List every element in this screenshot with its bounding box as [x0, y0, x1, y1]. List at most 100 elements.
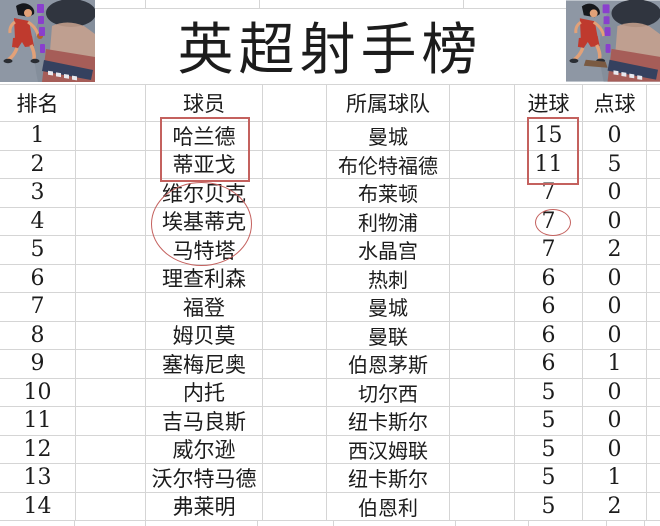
header-penalties[interactable]: 点球 [583, 85, 647, 121]
cell-player[interactable]: 马特塔 [146, 236, 263, 264]
header-rank[interactable]: 排名 [0, 85, 76, 121]
cell-player[interactable]: 内托 [146, 378, 263, 406]
header-team[interactable]: 所属球队 [327, 85, 450, 121]
edge-cell [647, 85, 660, 121]
cell-team[interactable]: 纽卡斯尔 [327, 407, 450, 435]
cell-goals[interactable]: 7 [515, 179, 583, 207]
basketball-player-art-icon [0, 0, 95, 82]
cell-team[interactable]: 布莱顿 [327, 179, 450, 207]
edge-cell [647, 293, 660, 321]
cell-player[interactable]: 姆贝莫 [146, 321, 263, 349]
cell-player[interactable]: 埃基蒂克 [146, 207, 263, 235]
spacer-cell [450, 435, 515, 463]
cell-penalties[interactable]: 0 [583, 378, 647, 406]
cell-rank[interactable]: 8 [0, 321, 76, 349]
cell-rank[interactable]: 10 [0, 378, 76, 406]
cell-player[interactable]: 吉马良斯 [146, 407, 263, 435]
cell-rank[interactable]: 7 [0, 293, 76, 321]
cell-goals[interactable]: 7 [515, 207, 583, 235]
cell-penalties[interactable]: 1 [583, 350, 647, 378]
spacer-cell [263, 407, 327, 435]
header-goals[interactable]: 进球 [515, 85, 583, 121]
cell-goals[interactable]: 7 [515, 236, 583, 264]
cell-player[interactable]: 福登 [146, 293, 263, 321]
cell-team[interactable]: 曼城 [327, 293, 450, 321]
cell-rank[interactable]: 4 [0, 207, 76, 235]
gridline-tick [145, 521, 146, 526]
spacer-cell [76, 150, 146, 178]
cell-penalties[interactable]: 2 [583, 492, 647, 520]
cell-penalties[interactable]: 0 [583, 179, 647, 207]
spacer-cell [263, 350, 327, 378]
cell-goals[interactable]: 5 [515, 407, 583, 435]
cell-goals[interactable]: 5 [515, 378, 583, 406]
spacer-cell [450, 321, 515, 349]
cell-team[interactable]: 切尔西 [327, 378, 450, 406]
cell-goals[interactable]: 6 [515, 350, 583, 378]
cell-player[interactable]: 威尔逊 [146, 435, 263, 463]
edge-cell [647, 464, 660, 492]
cell-player[interactable]: 弗莱明 [146, 492, 263, 520]
cell-penalties[interactable]: 5 [583, 150, 647, 178]
cell-rank[interactable]: 1 [0, 122, 76, 150]
cell-team[interactable]: 水晶宫 [327, 236, 450, 264]
table-row: 6 理查利森 热刺 6 0 [0, 264, 660, 293]
cell-team[interactable]: 布伦特福德 [327, 150, 450, 178]
cell-rank[interactable]: 3 [0, 179, 76, 207]
cell-penalties[interactable]: 0 [583, 264, 647, 292]
cell-goals[interactable]: 6 [515, 293, 583, 321]
spacer-cell [263, 492, 327, 520]
gridline-tick [606, 521, 607, 526]
cell-goals[interactable]: 6 [515, 264, 583, 292]
spacer-cell [263, 293, 327, 321]
cell-player[interactable]: 维尔贝克 [146, 179, 263, 207]
edge-cell [647, 265, 660, 293]
cell-penalties[interactable]: 1 [583, 464, 647, 492]
cell-player[interactable]: 蒂亚戈 [146, 150, 263, 178]
title-row: 英超射手榜 [0, 0, 660, 85]
cell-goals[interactable]: 5 [515, 435, 583, 463]
header-player[interactable]: 球员 [146, 85, 263, 121]
gridline-tick [644, 521, 645, 526]
cell-player[interactable]: 沃尔特马德 [146, 464, 263, 492]
cell-rank[interactable]: 14 [0, 492, 76, 520]
spacer-cell [76, 264, 146, 292]
cell-player[interactable]: 理查利森 [146, 264, 263, 292]
cell-rank[interactable]: 12 [0, 435, 76, 463]
spacer-cell [76, 85, 146, 121]
cell-team[interactable]: 西汉姆联 [327, 435, 450, 463]
cell-goals[interactable]: 11 [515, 150, 583, 178]
cell-team[interactable]: 纽卡斯尔 [327, 464, 450, 492]
cell-penalties[interactable]: 2 [583, 236, 647, 264]
cell-team[interactable]: 曼联 [327, 321, 450, 349]
cell-rank[interactable]: 9 [0, 350, 76, 378]
decorative-image-left [0, 0, 95, 82]
spacer-cell [76, 207, 146, 235]
cell-rank[interactable]: 13 [0, 464, 76, 492]
cell-rank[interactable]: 2 [0, 150, 76, 178]
cell-team[interactable]: 利物浦 [327, 207, 450, 235]
cell-team[interactable]: 伯恩茅斯 [327, 350, 450, 378]
cell-penalties[interactable]: 0 [583, 293, 647, 321]
cell-player[interactable]: 塞梅尼奥 [146, 350, 263, 378]
cell-goals[interactable]: 15 [515, 122, 583, 150]
cell-goals[interactable]: 6 [515, 321, 583, 349]
spacer-cell [263, 236, 327, 264]
cell-rank[interactable]: 5 [0, 236, 76, 264]
spacer-cell [263, 150, 327, 178]
cell-goals[interactable]: 5 [515, 464, 583, 492]
cell-penalties[interactable]: 0 [583, 207, 647, 235]
cell-team[interactable]: 伯恩利 [327, 492, 450, 520]
cell-penalties[interactable]: 0 [583, 122, 647, 150]
cell-rank[interactable]: 6 [0, 264, 76, 292]
cell-penalties[interactable]: 0 [583, 321, 647, 349]
cell-team[interactable]: 热刺 [327, 264, 450, 292]
cell-player[interactable]: 哈兰德 [146, 122, 263, 150]
edge-cell [647, 493, 660, 521]
cell-penalties[interactable]: 0 [583, 407, 647, 435]
spacer-cell [76, 407, 146, 435]
cell-goals[interactable]: 5 [515, 492, 583, 520]
cell-penalties[interactable]: 0 [583, 435, 647, 463]
cell-rank[interactable]: 11 [0, 407, 76, 435]
cell-team[interactable]: 曼城 [327, 122, 450, 150]
